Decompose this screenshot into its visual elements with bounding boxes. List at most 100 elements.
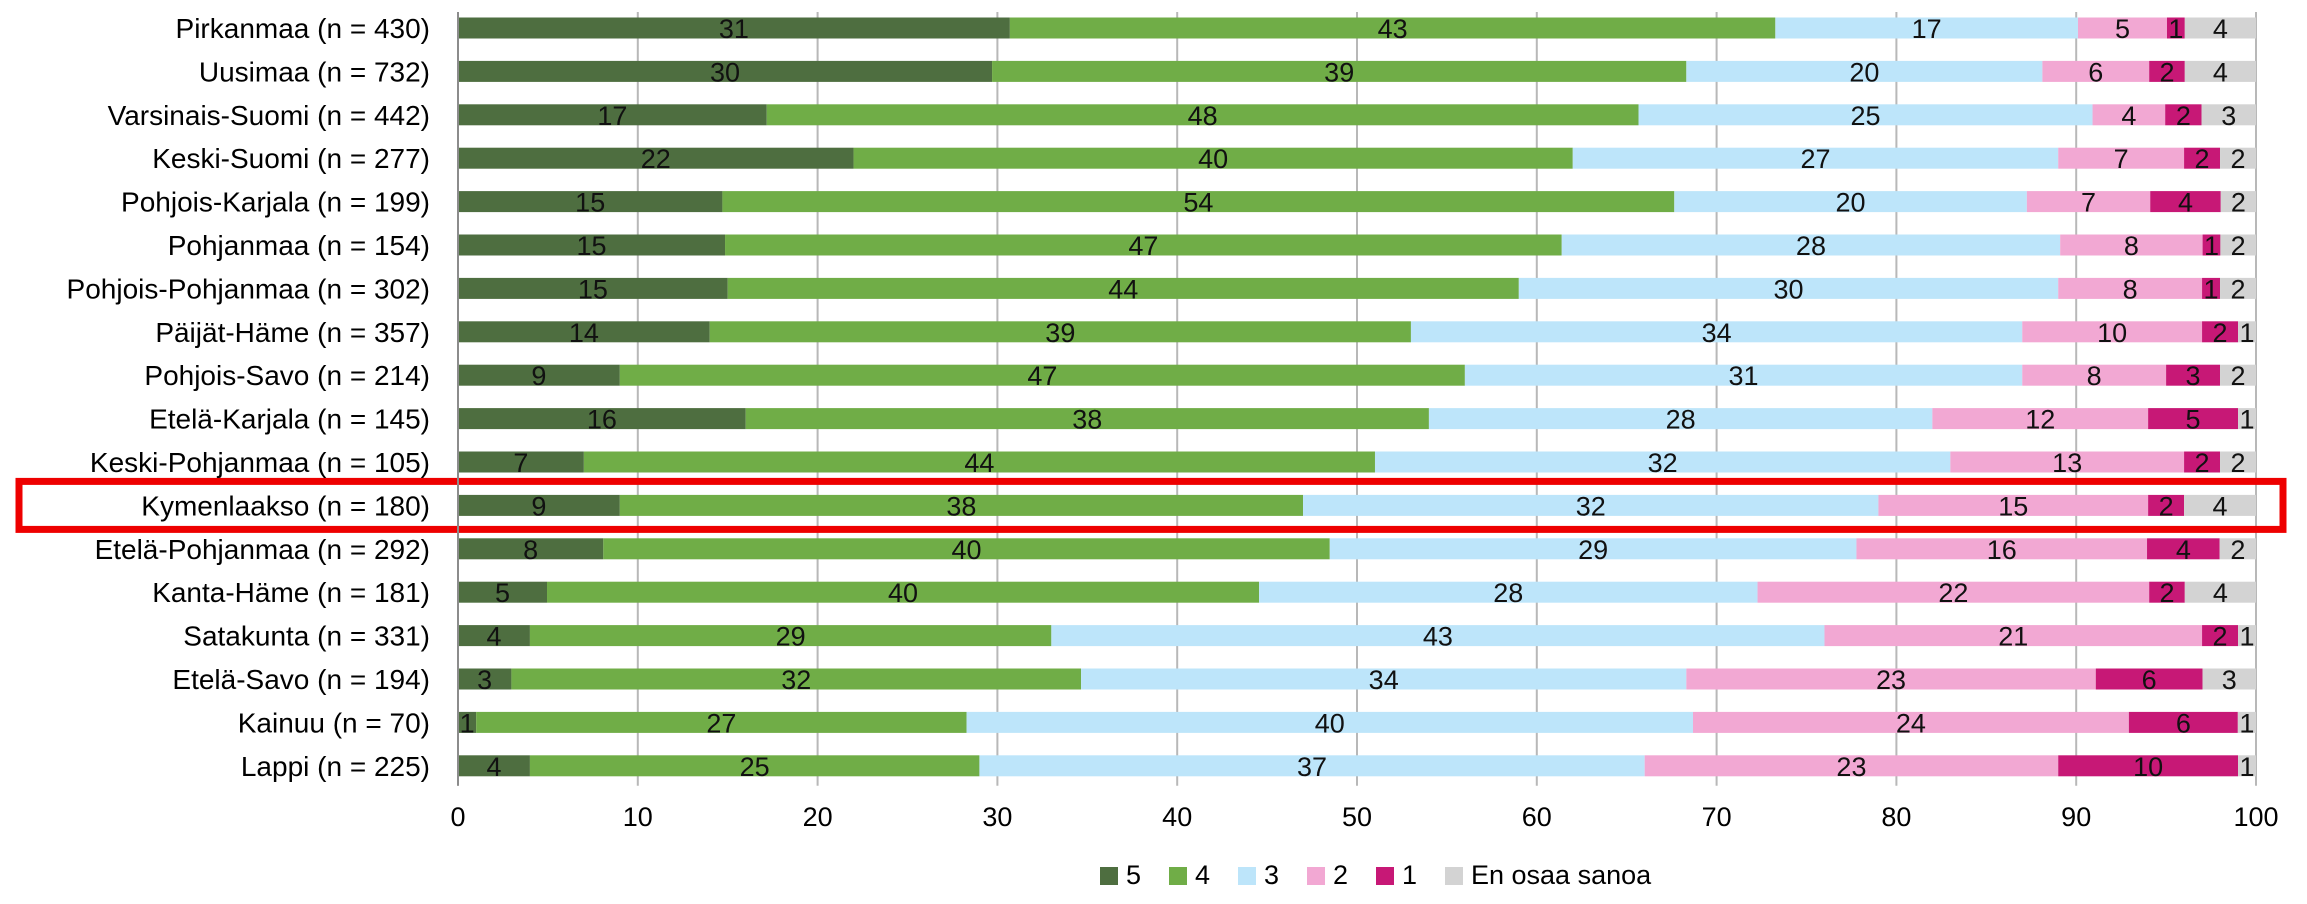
data-label-kainuu-n-70-4: 27 xyxy=(706,708,736,738)
bar-pirkanmaa-n-430-3 xyxy=(1775,17,2078,39)
data-label-pohjois-karjala-n-199-3: 20 xyxy=(1836,188,1866,218)
x-tick-label-50: 50 xyxy=(1342,802,1372,832)
data-label-etel-karjala-n-145-5: 16 xyxy=(587,405,617,435)
bar-etel-pohjanmaa-n-292-4 xyxy=(603,538,1330,560)
data-label-pohjanmaa-n-154-en-osaa-sanoa: 2 xyxy=(2231,231,2246,261)
bar-kanta-h-me-n-181-2 xyxy=(1757,581,2150,603)
data-label-p-ij-t-h-me-n-357-en-osaa-sanoa: 1 xyxy=(2239,318,2254,348)
data-label-etel-karjala-n-145-4: 38 xyxy=(1072,405,1102,435)
data-label-etel-savo-n-194-3: 34 xyxy=(1369,665,1399,695)
data-label-keski-pohjanmaa-n-105-1: 2 xyxy=(2195,448,2210,478)
category-label-pohjanmaa-n-154: Pohjanmaa (n = 154) xyxy=(168,230,430,261)
data-label-lappi-n-225-3: 37 xyxy=(1297,752,1327,782)
bar-kanta-h-me-n-181-3 xyxy=(1259,581,1758,603)
data-label-satakunta-n-331-4: 29 xyxy=(776,622,806,652)
data-label-pohjois-karjala-n-199-en-osaa-sanoa: 2 xyxy=(2231,188,2246,218)
bar-lappi-n-225-2 xyxy=(1644,755,2059,777)
bar-pohjois-savo-n-214-en-osaa-sanoa xyxy=(2220,364,2256,386)
data-label-pohjanmaa-n-154-4: 47 xyxy=(1128,231,1158,261)
data-label-etel-savo-n-194-4: 32 xyxy=(781,665,811,695)
bar-p-ij-t-h-me-n-357-5 xyxy=(458,321,710,343)
data-label-varsinais-suomi-n-442-5: 17 xyxy=(597,101,627,131)
category-label-keski-pohjanmaa-n-105: Keski-Pohjanmaa (n = 105) xyxy=(90,447,430,478)
bar-p-ij-t-h-me-n-357-3 xyxy=(1410,321,2023,343)
bar-kanta-h-me-n-181-1 xyxy=(2149,581,2185,603)
highlight-box-kymenlaakso-n-180 xyxy=(15,477,2287,533)
bar-keski-pohjanmaa-n-105-2 xyxy=(1950,451,2185,473)
bar-lappi-n-225-5 xyxy=(458,755,530,777)
bar-keski-suomi-n-277-5 xyxy=(458,147,854,169)
bar-varsinais-suomi-n-442-5 xyxy=(458,104,767,126)
data-label-kanta-h-me-n-181-2: 22 xyxy=(1938,578,1968,608)
data-label-keski-suomi-n-277-5: 22 xyxy=(641,144,671,174)
data-label-keski-pohjanmaa-n-105-5: 7 xyxy=(513,448,528,478)
data-label-p-ij-t-h-me-n-357-5: 14 xyxy=(569,318,599,348)
data-label-lappi-n-225-5: 4 xyxy=(486,752,501,782)
bar-pohjois-pohjanmaa-n-302-en-osaa-sanoa xyxy=(2220,277,2256,299)
bar-pohjois-savo-n-214-1 xyxy=(2166,364,2221,386)
bar-pohjois-karjala-n-199-5 xyxy=(458,191,723,213)
bar-keski-suomi-n-277-4 xyxy=(853,147,1573,169)
data-label-uusimaa-n-732-5: 30 xyxy=(710,57,740,87)
category-label-lappi-n-225: Lappi (n = 225) xyxy=(241,751,430,782)
data-label-satakunta-n-331-2: 21 xyxy=(1998,622,2028,652)
bar-p-ij-t-h-me-n-357-2 xyxy=(2022,321,2203,343)
data-label-kanta-h-me-n-181-5: 5 xyxy=(495,578,510,608)
data-label-pohjanmaa-n-154-1: 1 xyxy=(2204,231,2219,261)
category-label-p-ij-t-h-me-n-357: Päijät-Häme (n = 357) xyxy=(155,317,430,348)
bar-etel-savo-n-194-3 xyxy=(1081,668,1687,690)
bar-kainuu-n-70-4 xyxy=(476,711,967,733)
bar-pirkanmaa-n-430-4 xyxy=(1009,17,1776,39)
bar-kanta-h-me-n-181-4 xyxy=(547,581,1260,603)
bar-etel-savo-n-194-4 xyxy=(511,668,1082,690)
bar-pohjois-savo-n-214-3 xyxy=(1464,364,2023,386)
data-label-keski-suomi-n-277-2: 7 xyxy=(2114,144,2129,174)
legend-swatch-2 xyxy=(1307,867,1325,885)
data-label-keski-suomi-n-277-1: 2 xyxy=(2195,144,2210,174)
bar-pohjanmaa-n-154-en-osaa-sanoa xyxy=(2220,234,2256,256)
bar-keski-pohjanmaa-n-105-1 xyxy=(2184,451,2221,473)
data-label-pohjois-pohjanmaa-n-302-1: 1 xyxy=(2204,274,2219,304)
data-label-etel-savo-n-194-5: 3 xyxy=(477,665,492,695)
legend-swatch-1 xyxy=(1376,867,1394,885)
bar-uusimaa-n-732-5 xyxy=(458,60,993,82)
bar-satakunta-n-331-1 xyxy=(2202,625,2239,647)
bar-kainuu-n-70-5 xyxy=(458,711,477,733)
data-label-pohjois-pohjanmaa-n-302-en-osaa-sanoa: 2 xyxy=(2231,274,2246,304)
bar-pohjois-karjala-n-199-4 xyxy=(722,191,1675,213)
data-label-etel-karjala-n-145-2: 12 xyxy=(2025,405,2055,435)
legend-swatch-en-osaa-sanoa xyxy=(1445,867,1463,885)
data-label-keski-pohjanmaa-n-105-en-osaa-sanoa: 2 xyxy=(2231,448,2246,478)
legend-label-5: 5 xyxy=(1126,860,1141,890)
data-label-varsinais-suomi-n-442-1: 2 xyxy=(2176,101,2191,131)
data-label-pohjanmaa-n-154-3: 28 xyxy=(1796,231,1826,261)
bar-keski-pohjanmaa-n-105-3 xyxy=(1374,451,1951,473)
bar-pohjois-karjala-n-199-3 xyxy=(1674,191,2027,213)
bar-varsinais-suomi-n-442-en-osaa-sanoa xyxy=(2201,104,2256,126)
bar-pohjois-karjala-n-199-2 xyxy=(2026,191,2151,213)
bar-lappi-n-225-en-osaa-sanoa xyxy=(2238,755,2256,777)
bar-kainuu-n-70-3 xyxy=(966,711,1693,733)
bar-keski-suomi-n-277-3 xyxy=(1572,147,2059,169)
bar-satakunta-n-331-en-osaa-sanoa xyxy=(2238,625,2256,647)
bar-pohjois-pohjanmaa-n-302-5 xyxy=(458,277,728,299)
bar-uusimaa-n-732-1 xyxy=(2149,60,2185,82)
data-label-etel-karjala-n-145-en-osaa-sanoa: 1 xyxy=(2239,405,2254,435)
bar-pohjois-savo-n-214-5 xyxy=(458,364,620,386)
bar-lappi-n-225-4 xyxy=(529,755,980,777)
bar-etel-pohjanmaa-n-292-2 xyxy=(1856,538,2148,560)
bar-pohjanmaa-n-154-2 xyxy=(2060,234,2203,256)
bar-pohjois-karjala-n-199-en-osaa-sanoa xyxy=(2220,191,2256,213)
bar-kanta-h-me-n-181-5 xyxy=(458,581,548,603)
bar-pirkanmaa-n-430-en-osaa-sanoa xyxy=(2184,17,2256,39)
data-label-pirkanmaa-n-430-5: 31 xyxy=(719,14,749,44)
bar-pohjois-pohjanmaa-n-302-4 xyxy=(727,277,1519,299)
data-label-varsinais-suomi-n-442-2: 4 xyxy=(2121,101,2136,131)
category-label-etel-savo-n-194: Etelä-Savo (n = 194) xyxy=(172,664,430,695)
bar-kymenlaakso-n-180-5 xyxy=(458,494,620,516)
data-label-kymenlaakso-n-180-2: 15 xyxy=(1998,491,2028,521)
bar-etel-savo-n-194-2 xyxy=(1686,668,2096,690)
data-label-uusimaa-n-732-4: 39 xyxy=(1324,57,1354,87)
bar-pohjois-pohjanmaa-n-302-2 xyxy=(2058,277,2203,299)
